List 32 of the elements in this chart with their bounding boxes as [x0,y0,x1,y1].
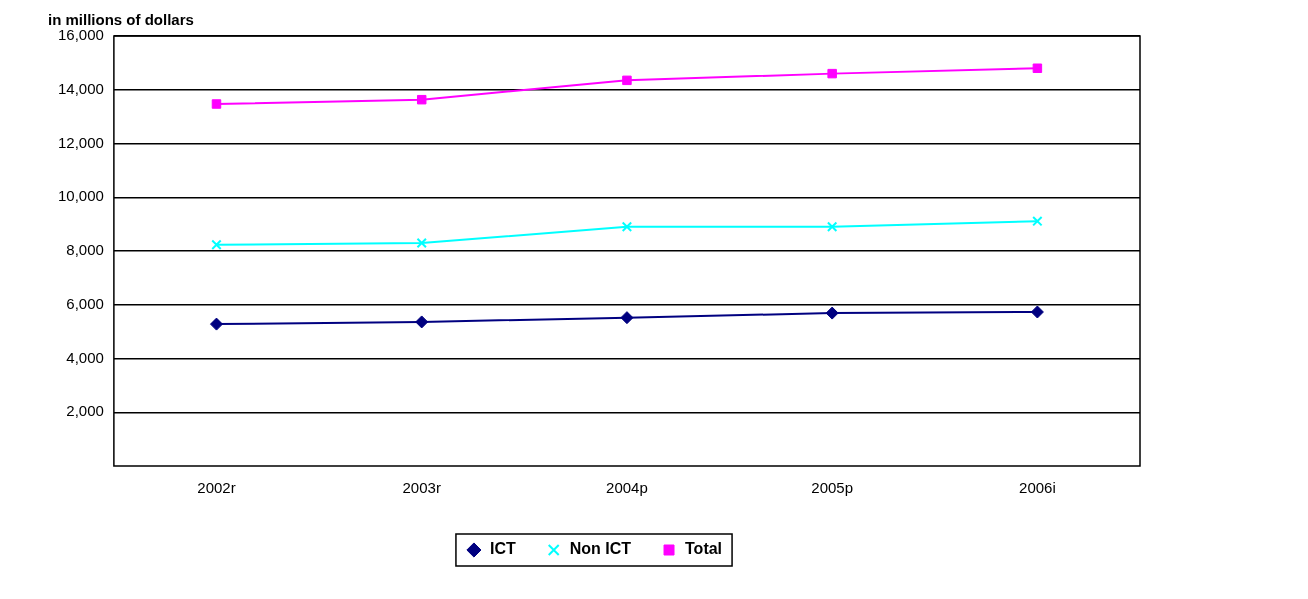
legend-label: Total [685,540,723,558]
point [415,315,429,329]
y-tick-label: 14,000 [57,79,104,97]
y-tick-label: 10,000 [57,187,104,205]
x-tick-label: 2005p [811,479,854,497]
point [211,99,222,109]
y-axis-title: in millions of dollars [48,11,194,29]
y-tick-label: 16,000 [57,26,104,44]
point [621,221,633,233]
y-tick-label: 6,000 [66,294,104,312]
point [1032,63,1043,73]
point [416,94,427,105]
point [1032,215,1043,227]
point [416,237,427,249]
legend-label: Non ICT [569,540,632,558]
point [826,221,838,233]
point [622,75,632,86]
y-tick-label: 4,000 [66,348,104,366]
point [211,239,222,251]
x-tick-label: 2004p [606,479,648,497]
point [825,306,839,320]
point [620,311,634,325]
y-tick-label: 8,000 [66,241,104,259]
y-tick-label: 12,000 [57,133,104,151]
x-tick-label: 2002r [197,479,236,497]
legend-label: ICT [489,540,516,558]
x-tick-label: 2006i [1019,479,1056,497]
y-tick-label: 2,000 [66,402,104,420]
point [1030,305,1044,319]
point [209,317,223,331]
point [827,68,837,79]
x-tick-label: 2003r [402,479,441,497]
